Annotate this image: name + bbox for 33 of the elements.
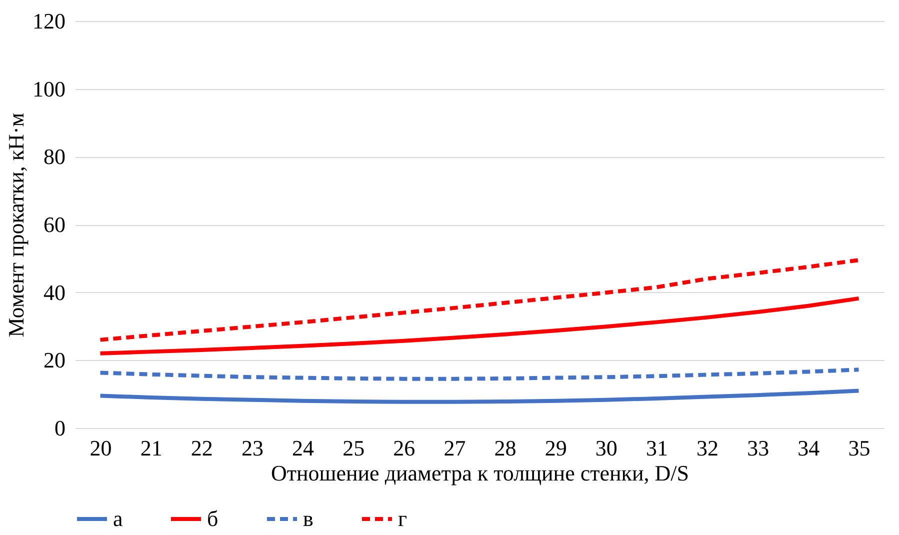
x-tick-label: 26 [393, 436, 416, 460]
y-tick-label: 20 [44, 348, 66, 373]
x-tick-label: 23 [241, 436, 264, 460]
line-series [98, 258, 861, 342]
y-tick-label: 120 [32, 8, 66, 34]
y-tick-label: 60 [44, 212, 66, 237]
x-tick-label: 32 [696, 436, 719, 460]
x-tick-label: 21 [140, 436, 162, 460]
x-tick-label: 35 [848, 436, 870, 460]
x-tick-label: 33 [747, 436, 770, 460]
x-tick-label: 25 [342, 436, 365, 460]
x-axis-title: Отношение диаметра к толщине стенки, D/S [271, 460, 689, 486]
legend-label: а [113, 506, 123, 531]
x-tick-label: 27 [444, 436, 466, 460]
line-series [98, 296, 861, 356]
x-tick-label: 34 [798, 436, 820, 460]
x-tick-label: 20 [90, 436, 112, 460]
y-tick-label: 40 [44, 280, 66, 305]
line-series [98, 388, 861, 404]
y-axis-title: Момент прокатки, кН·м [4, 112, 28, 338]
y-tick-label: 0 [54, 416, 66, 440]
x-tick-label: 29 [544, 436, 567, 460]
x-tick-label: 22 [190, 436, 213, 460]
x-tick-label: 28 [494, 436, 516, 460]
y-tick-label: 80 [44, 144, 66, 170]
x-tick-label: 24 [292, 436, 314, 460]
legend-label: в [303, 506, 314, 531]
line-series [98, 368, 861, 381]
legend-label: г [398, 506, 408, 531]
legend-label: б [207, 506, 218, 531]
y-tick-label: 100 [32, 76, 66, 102]
x-tick-label: 31 [646, 436, 668, 460]
x-tick-label: 30 [595, 436, 618, 460]
